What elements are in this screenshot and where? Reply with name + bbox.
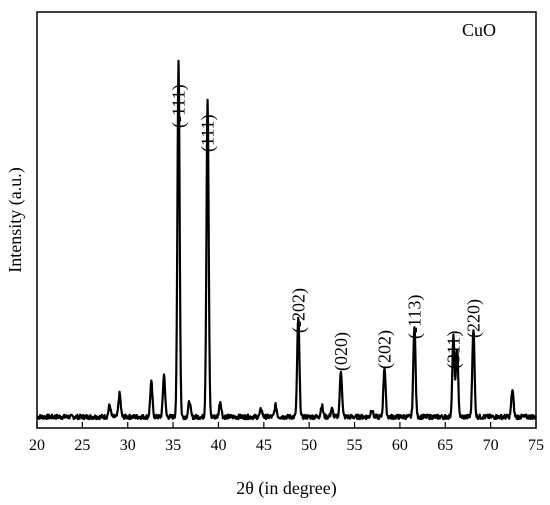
x-tick-label: 75 [528,437,544,454]
legend-label: CuO [462,20,496,40]
x-tick-label: 60 [392,437,408,454]
x-tick-label: 40 [210,437,226,454]
peak-labels: (-111) (111) (-202) (020) (202) (-113) (311)(2… [169,84,485,371]
peak-label: (311) [443,331,464,369]
peak-label: (-113) [404,295,425,339]
x-tick-label: 35 [165,437,181,454]
x-tick-label: 50 [301,437,317,454]
plot-frame [36,11,537,429]
peak-label: (-202) [288,288,309,333]
x-tick-label: 30 [120,437,136,454]
x-tick-label: 55 [347,437,363,454]
peak-label: (020) [331,332,352,371]
xrd-pattern-line [36,59,538,421]
x-tick-label: 45 [256,437,272,454]
x-tick-label: 70 [483,437,499,454]
x-axis-title: 2θ (in degree) [236,478,337,499]
x-tick-label: 20 [29,437,45,454]
peak-label: (111) [198,114,219,152]
y-axis-title: Intensity (a.u.) [5,167,26,272]
x-tick-label: 65 [437,437,453,454]
x-tick-label: 25 [74,437,90,454]
peak-label: (202) [374,330,395,369]
x-axis-tick-labels: 20 25 30 35 40 45 50 55 60 65 70 75 [29,437,544,454]
peak-label: (220) [463,299,484,338]
peak-label: (-111) [169,84,190,128]
x-axis-ticks [36,422,537,428]
